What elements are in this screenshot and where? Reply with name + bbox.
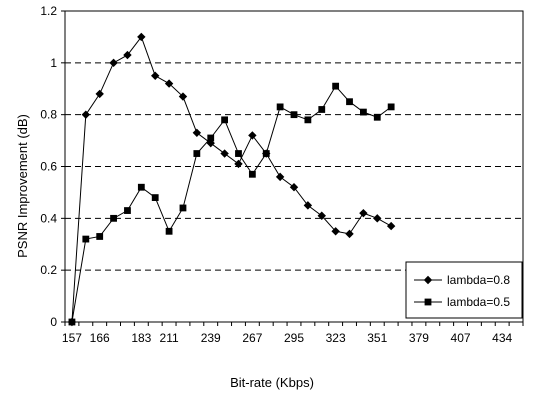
y-tick-label: 0.4	[40, 211, 57, 225]
data-point	[332, 82, 340, 90]
data-point	[96, 233, 104, 240]
data-point	[290, 111, 298, 119]
data-point	[179, 204, 187, 212]
y-axis-title: PSNR Improvement (dB)	[15, 114, 30, 258]
data-point	[359, 108, 367, 116]
data-point	[178, 92, 188, 101]
data-point	[373, 214, 382, 223]
data-point	[192, 128, 202, 138]
y-tick-label: 1.2	[40, 4, 57, 18]
data-point	[276, 103, 284, 111]
data-point	[289, 183, 299, 192]
data-point	[304, 116, 312, 124]
data-point	[151, 71, 160, 80]
data-point	[275, 172, 285, 182]
data-point	[345, 229, 354, 239]
data-point	[234, 159, 243, 169]
x-tick-label: 323	[326, 331, 346, 345]
x-tick-label: 379	[409, 331, 429, 345]
data-point	[248, 131, 257, 140]
x-axis-title: Bit-rate (Kbps)	[230, 375, 314, 390]
x-tick-label: 157	[62, 331, 82, 345]
legend: lambda=0.8 lambda=0.5	[405, 261, 523, 319]
data-point	[317, 211, 326, 220]
data-point	[346, 98, 353, 106]
x-tick-label: 239	[201, 331, 221, 345]
x-tick-label: 166	[90, 331, 110, 345]
series-line	[71, 85, 392, 323]
data-point	[331, 227, 340, 236]
data-point	[373, 113, 381, 121]
series-2	[68, 82, 395, 326]
data-point	[137, 183, 145, 191]
y-tick-label: 0.6	[40, 160, 57, 174]
x-tick-label: 407	[451, 331, 471, 345]
data-point	[109, 58, 118, 68]
series-line	[71, 35, 392, 323]
data-point	[137, 32, 146, 42]
axis-ticks: 0 0.2 0.4 0.6 0.8 1 1.2 157 166 183 211 239 267 295 32…	[40, 4, 524, 345]
data-point	[165, 227, 173, 235]
series-1	[67, 32, 396, 327]
data-point	[221, 116, 229, 124]
x-tick-label: 267	[242, 331, 262, 345]
data-point	[386, 221, 396, 231]
x-tick-label: 351	[367, 331, 387, 345]
legend-label: lambda=0.8	[447, 273, 510, 287]
legend-label: lambda=0.5	[447, 295, 510, 309]
x-tick-label: 295	[284, 331, 304, 345]
legend-marker	[423, 275, 433, 285]
data-point	[151, 194, 159, 201]
x-tick-label: 434	[492, 331, 512, 345]
data-point	[387, 103, 395, 111]
y-tick-label: 0.2	[40, 263, 57, 277]
data-point	[248, 170, 256, 178]
data-point	[262, 150, 270, 157]
grid-lines	[65, 62, 523, 271]
x-tick-label: 183	[131, 331, 151, 345]
data-point	[207, 134, 215, 142]
data-point	[318, 106, 326, 113]
x-tick-label: 211	[160, 331, 179, 345]
data-point	[95, 89, 104, 99]
data-point	[68, 318, 76, 326]
y-tick-label: 0	[50, 315, 57, 329]
data-point	[110, 214, 117, 222]
data-point	[359, 208, 368, 218]
data-point	[164, 79, 174, 88]
legend-box	[405, 261, 523, 319]
data-point	[235, 150, 242, 157]
data-point	[220, 149, 229, 158]
data-point	[82, 235, 90, 243]
series-layer	[67, 32, 396, 327]
data-point	[123, 50, 132, 60]
y-tick-label: 1	[50, 56, 57, 70]
data-point	[193, 150, 201, 157]
data-point	[124, 207, 131, 214]
legend-marker	[424, 298, 432, 306]
data-point	[303, 201, 313, 210]
y-tick-label: 0.8	[40, 108, 57, 122]
data-point	[81, 110, 91, 119]
